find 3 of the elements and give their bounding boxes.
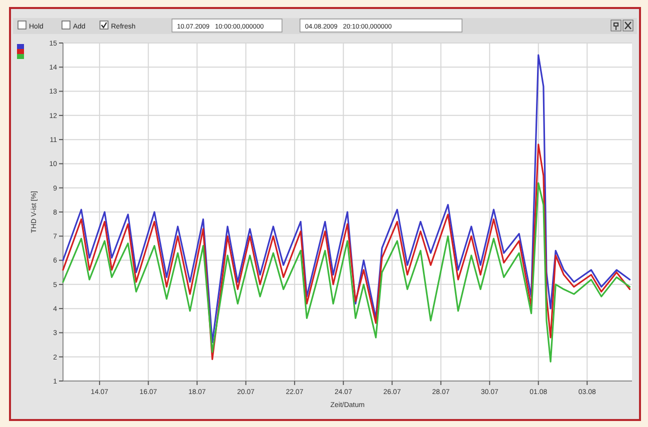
- line-series: [62, 182, 631, 362]
- line-series: [62, 54, 631, 344]
- line-series: [62, 144, 631, 360]
